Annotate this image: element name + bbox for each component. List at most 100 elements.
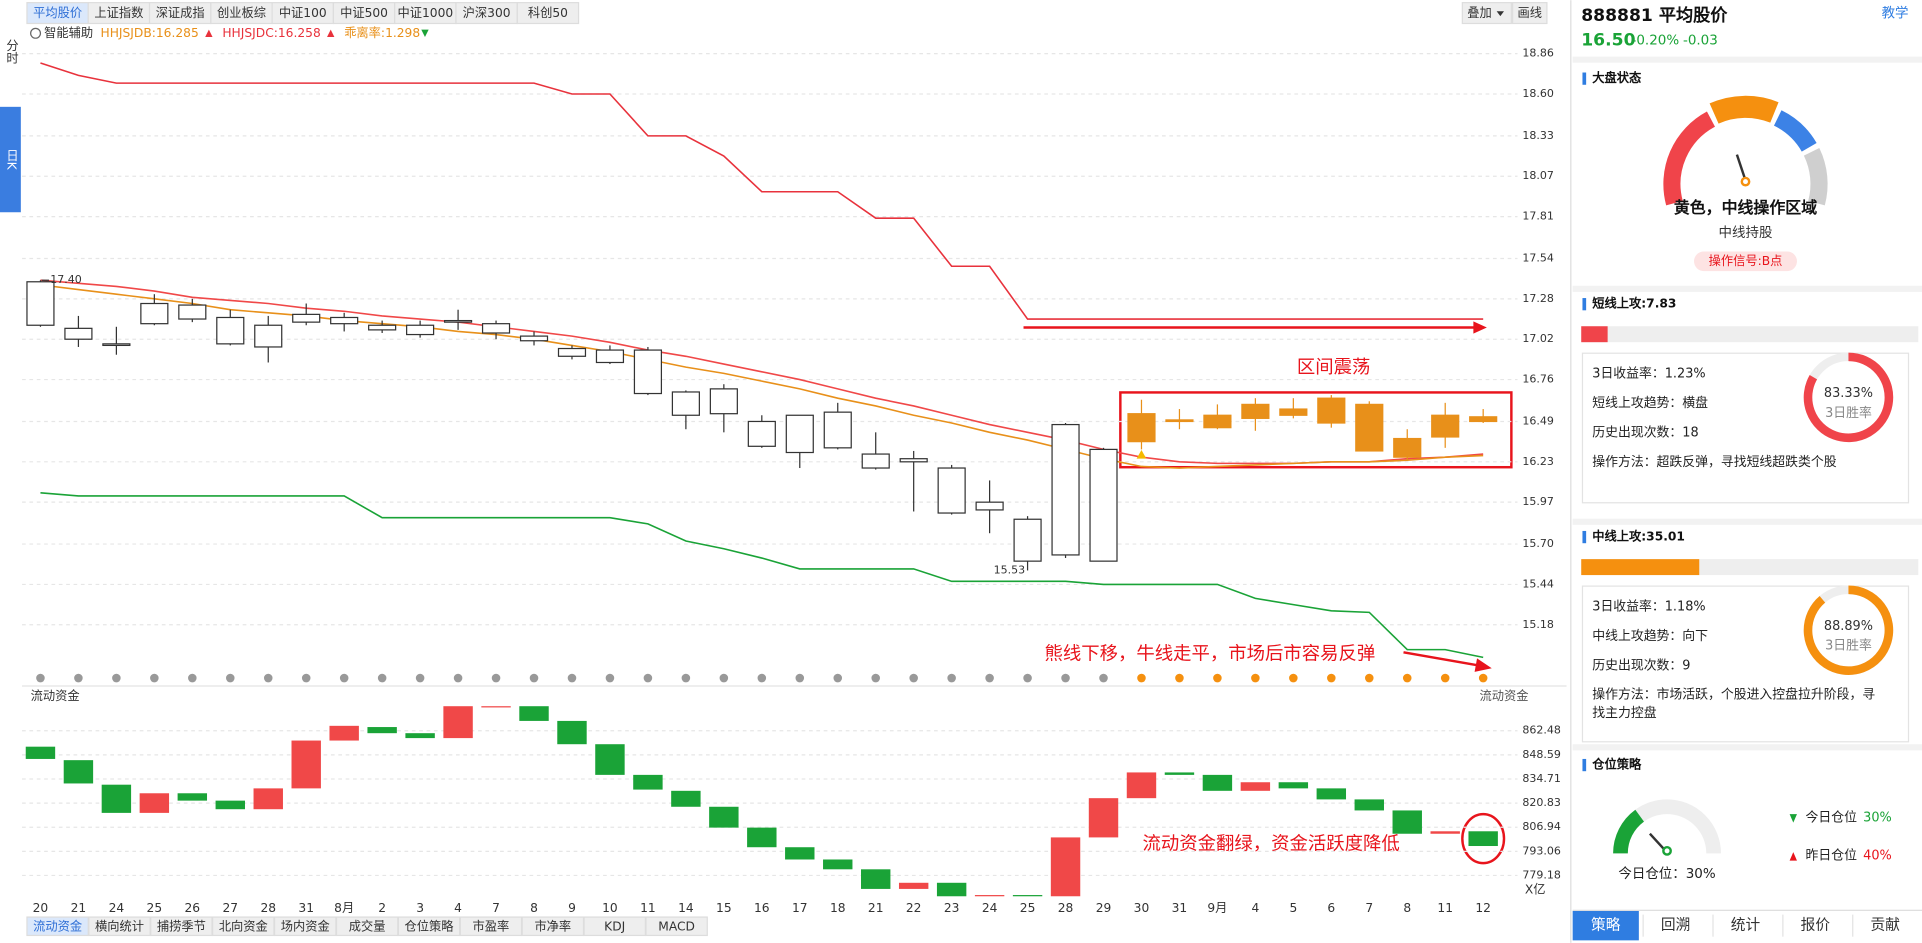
annotation: 熊线下移，牛线走平，市场后市容易反弹: [1044, 644, 1375, 665]
info-line: 操作方法：市场活跃，个股进入控盘拉升阶段，寻: [1592, 687, 1875, 703]
candle-body: [633, 349, 663, 395]
y-tick-label: 793.06: [1522, 844, 1561, 857]
flow-bar: [291, 740, 321, 789]
tab-label: 市盈率: [473, 918, 510, 933]
tab[interactable]: [516, 2, 580, 25]
candle-body: [1355, 403, 1384, 452]
x-tick-label: 24: [982, 901, 998, 915]
x-tick-label: 22: [906, 901, 922, 915]
flow-bar: [101, 784, 132, 813]
info-line: 找主力控盘: [1592, 705, 1656, 721]
signal-dot: [1099, 673, 1108, 683]
y-tick-label: 862.48: [1522, 724, 1561, 737]
signal-dot: [415, 673, 425, 683]
gauge-segment: [1663, 111, 1716, 206]
section-marker: [1582, 72, 1587, 85]
position-name: 今日仓位: [1806, 809, 1858, 825]
candle-body: [709, 388, 738, 415]
signal-dot: [681, 673, 691, 683]
signal-dot: [1327, 673, 1336, 683]
x-tick-label: 9月: [1207, 901, 1227, 915]
arrow-head: [1473, 321, 1487, 334]
x-tick-label: 11: [1437, 901, 1453, 915]
candle-body: [178, 304, 207, 320]
annotation: 流动资金翻绿，资金活跃度降低: [1142, 834, 1399, 855]
signal-dot: [36, 673, 45, 683]
unit-label: X亿: [1525, 882, 1546, 897]
y-tick-label: 18.86: [1522, 47, 1554, 60]
signal-dot: [1137, 673, 1146, 683]
x-tick-label: 18: [830, 901, 846, 915]
button[interactable]: [1461, 2, 1512, 25]
tab-label: KDJ: [604, 919, 625, 933]
tab-label: 捕捞季节: [157, 918, 206, 933]
candle-body: [557, 347, 587, 357]
panel-tab-active[interactable]: [1572, 910, 1639, 941]
x-tick-label: 25: [147, 901, 163, 915]
tab[interactable]: [459, 916, 523, 937]
flow-bar: [671, 790, 701, 807]
side-tab-active[interactable]: [0, 106, 21, 213]
candle-body: [1241, 403, 1270, 419]
tab-label: 仓位策略: [405, 918, 455, 933]
signal-dot: [1251, 673, 1260, 683]
flow-bar: [595, 744, 625, 775]
tab-label: 北向资金: [219, 918, 268, 933]
candle-body: [595, 349, 625, 364]
y-tick-label: 834.71: [1522, 772, 1561, 785]
signal-dot: [491, 673, 501, 683]
info-line: 历史出现次数：9: [1592, 658, 1690, 673]
max-label: 17.40: [50, 273, 82, 286]
button-label: 画线: [1517, 6, 1542, 20]
gauge-pivot: [1740, 176, 1751, 187]
flow-bar: [1164, 772, 1195, 775]
candle-body: [1317, 397, 1346, 424]
indicator-line: [40, 62, 1484, 320]
button[interactable]: [1511, 2, 1548, 25]
indicator-value: HHJSJDC:16.258: [222, 26, 320, 40]
candle-body: [899, 458, 928, 463]
section-marker: [1582, 758, 1587, 772]
tab-label: 中证1000: [397, 5, 453, 20]
panel-tab: 贡献: [1871, 917, 1901, 934]
x-tick-label: 14: [678, 901, 694, 915]
info-box: [1581, 585, 1910, 743]
flow-bar: [177, 793, 208, 801]
section-title: 大盘状态: [1592, 70, 1642, 85]
highlight-box: [1119, 391, 1513, 469]
progress-fill: [1581, 326, 1608, 343]
panel-tab: 回溯: [1661, 917, 1690, 934]
tab-label: 平均股价: [33, 6, 82, 20]
signal-dot: [567, 673, 577, 683]
chart-title: 流动资金: [31, 688, 80, 703]
y-tick-label: 17.02: [1522, 332, 1554, 345]
signal-dot: [871, 673, 881, 683]
flow-bar: [747, 827, 777, 848]
tab[interactable]: [645, 916, 708, 937]
x-tick-label: 2: [378, 901, 386, 915]
position-caption: 今日仓位：30%: [1618, 866, 1715, 882]
change: -0.03: [1683, 33, 1718, 49]
signal-dot: [1061, 673, 1070, 683]
highlight-circle: [1461, 812, 1506, 865]
flow-bar: [898, 882, 929, 889]
panel-divider: [1570, 0, 1572, 943]
flow-bar: [215, 800, 245, 810]
x-tick-label: 17: [792, 901, 808, 915]
status: 黄色，中线操作区域: [1674, 198, 1817, 217]
layer: 平均股价 上证指数 深证成指 创业板综 中证100 中证500 中证1000 沪深300 科创5…: [5, 2, 1922, 937]
flow-bar: [974, 895, 1005, 897]
x-tick-label: 9: [568, 901, 576, 915]
signal-dot: [263, 673, 273, 683]
signal-dot: [339, 673, 349, 683]
trend-icon: [421, 29, 429, 37]
tab-label: 中证100: [279, 5, 327, 20]
flow-bar: [1316, 788, 1347, 800]
x-tick-label: 8: [530, 901, 538, 915]
flow-bar: [63, 760, 94, 784]
change-pct: -0.20%: [1631, 33, 1679, 49]
tab-label: 科创50: [528, 6, 568, 20]
win-rate: 83.33%: [1824, 386, 1873, 401]
y-tick-label: 18.60: [1522, 87, 1554, 100]
signal-dot: [833, 673, 843, 683]
